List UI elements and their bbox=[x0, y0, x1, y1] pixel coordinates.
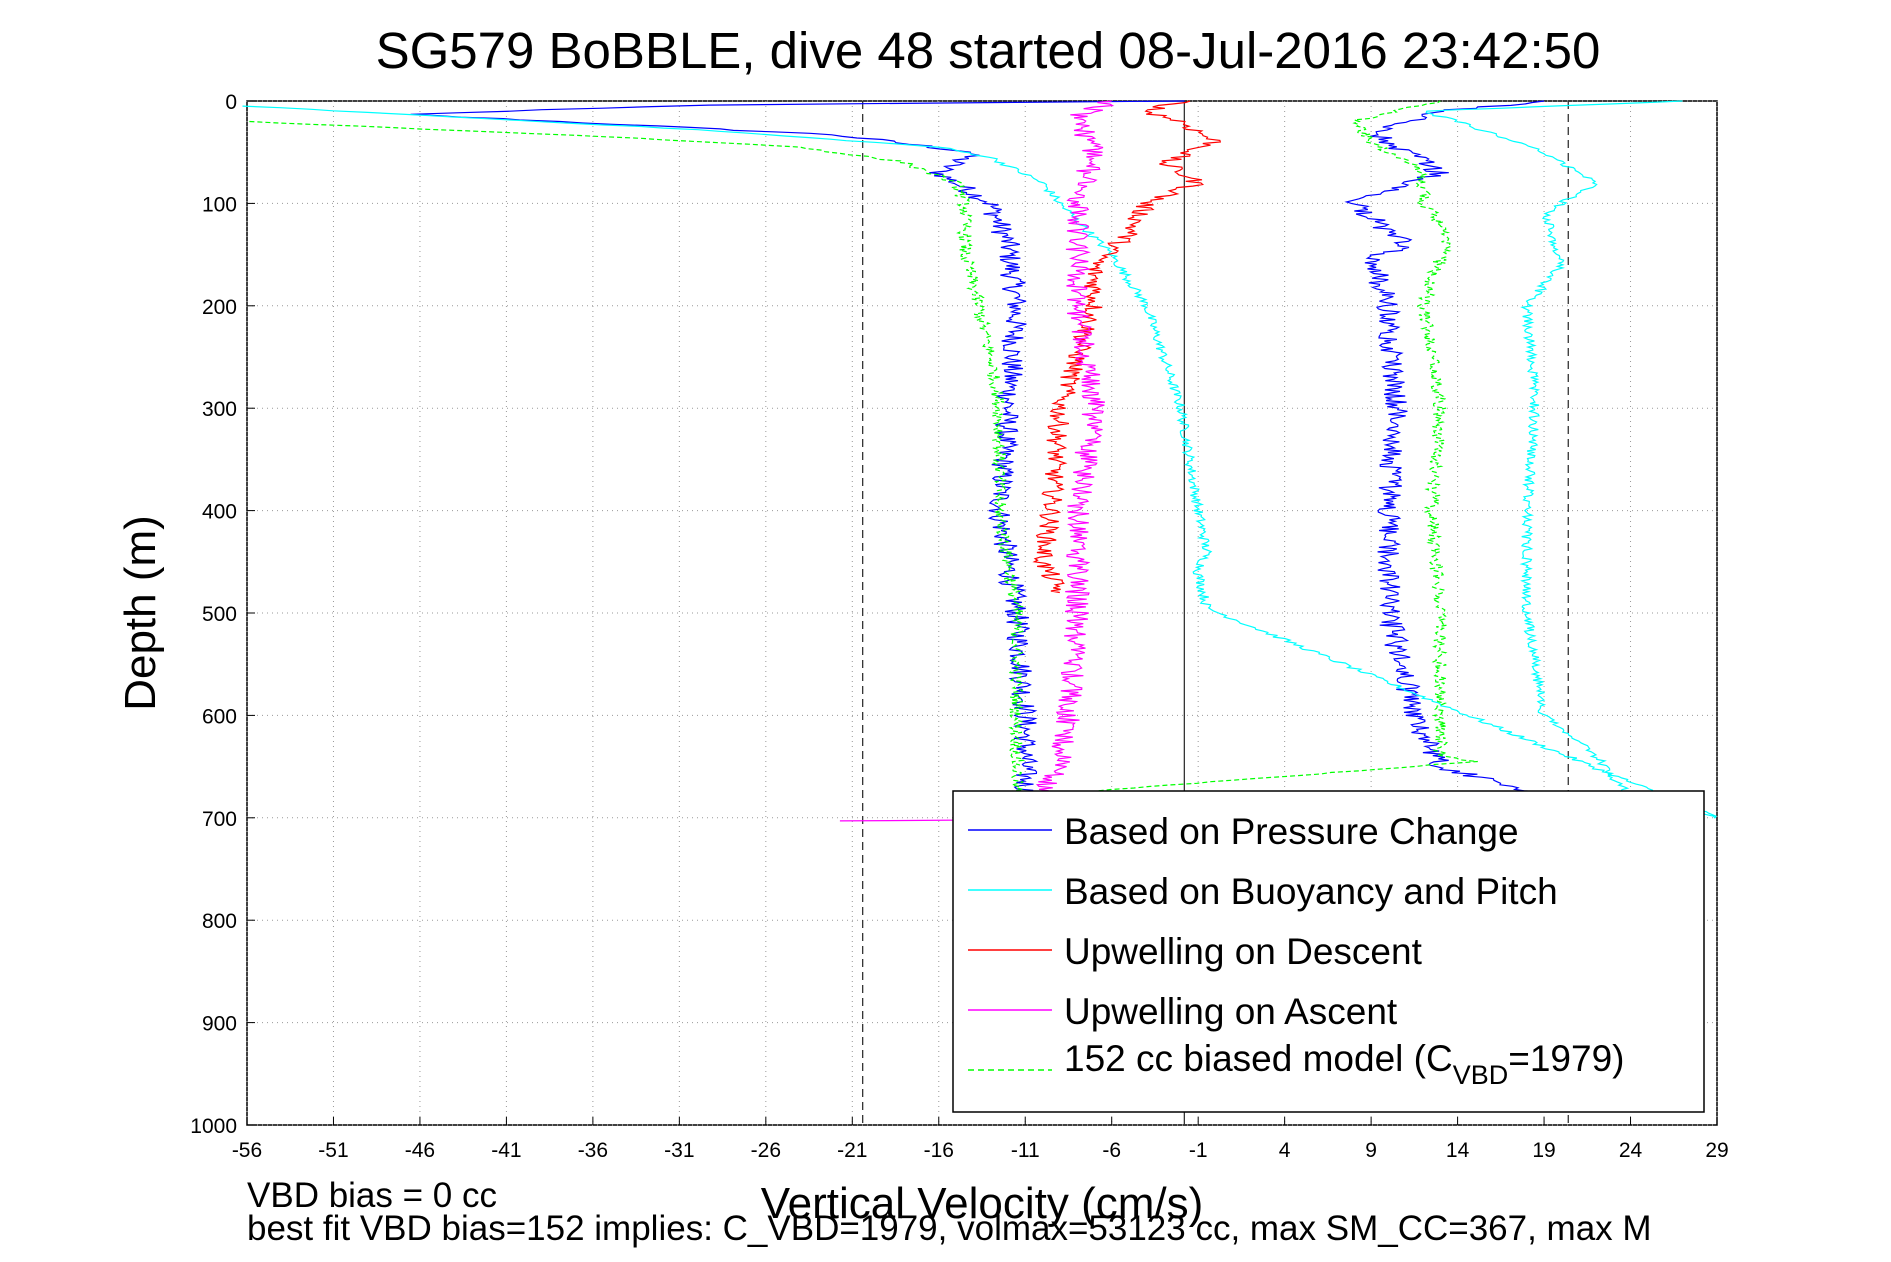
x-tick-label: -41 bbox=[491, 1139, 521, 1162]
legend-label: Upwelling on Descent bbox=[1064, 931, 1423, 972]
legend-entry: 152 cc biased model (CVBD=1979) bbox=[968, 1038, 1624, 1090]
legend-label: 152 cc biased model (CVBD=1979) bbox=[1064, 1038, 1624, 1090]
series-line bbox=[839, 100, 1115, 822]
x-tick-label: -21 bbox=[837, 1139, 867, 1162]
legend-label-prefix: 152 cc biased model (C bbox=[1064, 1038, 1453, 1079]
y-tick-label: 700 bbox=[202, 808, 237, 831]
x-tick-label: -26 bbox=[751, 1139, 781, 1162]
x-tick-label: -16 bbox=[924, 1139, 954, 1162]
legend-label-subscript: VBD bbox=[1453, 1060, 1509, 1090]
x-tick-label: -6 bbox=[1102, 1139, 1121, 1162]
x-tick-label: 14 bbox=[1446, 1139, 1470, 1162]
y-tick-label: 900 bbox=[202, 1013, 237, 1036]
legend-entry: Based on Pressure Change bbox=[968, 811, 1519, 852]
grid bbox=[246, 100, 1718, 1126]
legend-label-suffix: =1979) bbox=[1508, 1038, 1624, 1079]
legend-label: Upwelling on Ascent bbox=[1064, 991, 1398, 1032]
y-tick-label: 1000 bbox=[190, 1115, 237, 1138]
x-tick-label: -36 bbox=[578, 1139, 608, 1162]
series-line bbox=[249, 100, 1478, 798]
legend-entry: Upwelling on Ascent bbox=[968, 991, 1398, 1032]
legend-entry: Upwelling on Descent bbox=[968, 931, 1423, 972]
x-tick-label: 24 bbox=[1619, 1139, 1643, 1162]
legend-label: Based on Buoyancy and Pitch bbox=[1064, 871, 1558, 912]
chart-title: SG579 BoBBLE, dive 48 started 08-Jul-201… bbox=[376, 22, 1601, 79]
y-tick-label: 800 bbox=[202, 910, 237, 933]
footer-line-2: best fit VBD bias=152 implies: C_VBD=197… bbox=[247, 1209, 1652, 1248]
y-axis-label: Depth (m) bbox=[116, 515, 165, 711]
y-tick-label: 300 bbox=[202, 398, 237, 421]
x-tick-label: 4 bbox=[1279, 1139, 1291, 1162]
y-tick-label: 200 bbox=[202, 296, 237, 319]
x-tick-label: -11 bbox=[1011, 1139, 1040, 1162]
ticks: -56 -51 -46 -41 -36 -31 -26 -21 -16 -11 -6 -1 4 9 14 19… bbox=[190, 91, 1728, 1162]
x-tick-label: 29 bbox=[1705, 1139, 1728, 1162]
x-tick-label: 19 bbox=[1532, 1139, 1555, 1162]
series-line bbox=[1032, 100, 1222, 594]
legend: Based on Pressure Change Based on Buoyan… bbox=[952, 790, 1705, 1113]
x-tick-label: 9 bbox=[1365, 1139, 1377, 1162]
legend-box bbox=[952, 790, 1705, 1113]
x-tick-label: -56 bbox=[232, 1139, 262, 1162]
y-tick-label: 100 bbox=[202, 193, 237, 216]
y-tick-label: 400 bbox=[202, 501, 237, 524]
legend-entry: Based on Buoyancy and Pitch bbox=[968, 871, 1558, 912]
y-tick-label: 500 bbox=[202, 603, 237, 626]
y-tick-label: 600 bbox=[202, 705, 237, 728]
x-tick-label: -1 bbox=[1189, 1139, 1208, 1162]
x-tick-label: -51 bbox=[318, 1139, 348, 1162]
x-tick-label: -31 bbox=[664, 1139, 694, 1162]
x-tick-label: -46 bbox=[405, 1139, 435, 1162]
x-axis-label: Vertical Velocity (cm/s) bbox=[761, 1179, 1204, 1228]
y-tick-label: 0 bbox=[225, 91, 237, 114]
footer-line-1: VBD bias = 0 cc bbox=[247, 1176, 497, 1215]
legend-label: Based on Pressure Change bbox=[1064, 811, 1519, 852]
